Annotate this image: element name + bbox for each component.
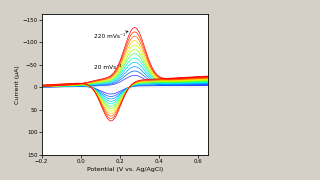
Text: 20 mVs⁻¹: 20 mVs⁻¹ bbox=[94, 65, 122, 69]
X-axis label: Potential (V vs. Ag/AgCl): Potential (V vs. Ag/AgCl) bbox=[87, 167, 163, 172]
Text: 220 mVs⁻¹: 220 mVs⁻¹ bbox=[94, 31, 128, 39]
Y-axis label: Current (μA): Current (μA) bbox=[14, 65, 20, 104]
